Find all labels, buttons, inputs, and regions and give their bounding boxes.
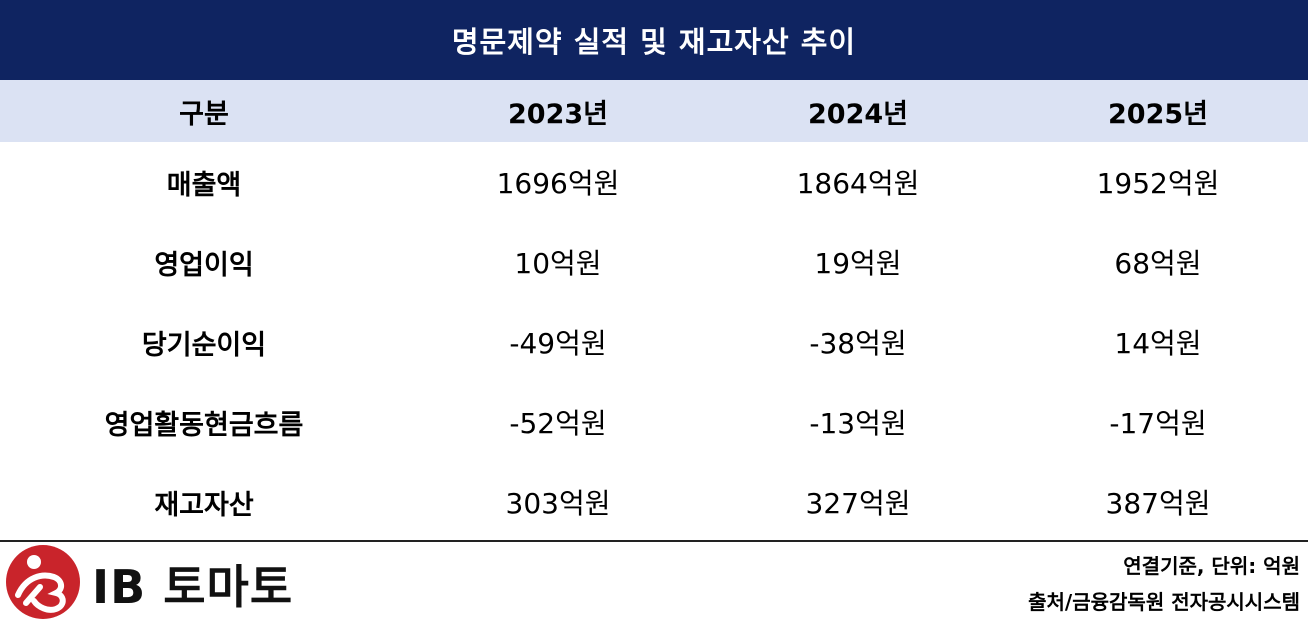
table-row: 영업이익 10억원 19억원 68억원 xyxy=(0,222,1308,302)
row-value: -49억원 xyxy=(509,327,607,360)
ib-tomato-logo-icon xyxy=(4,543,82,625)
ib-tomato-logo: IB 토마토 xyxy=(4,545,293,623)
row-value: 327억원 xyxy=(805,487,911,520)
header-2023: 2023년 xyxy=(508,98,608,130)
row-value: 10억원 xyxy=(514,247,602,280)
table-header-row: 구분 2023년 2024년 2025년 xyxy=(0,80,1308,142)
row-value: 387억원 xyxy=(1105,487,1211,520)
row-value: -52억원 xyxy=(509,407,607,440)
header-category: 구분 xyxy=(179,98,229,130)
unit-note: 연결기준, 단위: 억원 xyxy=(1123,554,1300,578)
row-value: 1696억원 xyxy=(496,167,620,200)
row-value: -38억원 xyxy=(809,327,907,360)
footer-divider xyxy=(0,540,1308,542)
row-value: -13억원 xyxy=(809,407,907,440)
footer-notes: 연결기준, 단위: 억원 출처/금융감독원 전자공시시스템 xyxy=(1028,548,1300,620)
row-label: 재고자산 xyxy=(154,489,254,521)
logo-text: IB 토마토 xyxy=(92,560,294,614)
header-2024: 2024년 xyxy=(808,98,908,130)
table-row: 재고자산 303억원 327억원 387억원 xyxy=(0,462,1308,542)
row-value: 14억원 xyxy=(1114,327,1202,360)
table-body: 매출액 1696억원 1864억원 1952억원 영업이익 10억원 19억원 … xyxy=(0,142,1308,542)
title-bar: 명문제약 실적 및 재고자산 추이 xyxy=(0,0,1308,80)
row-label: 영업이익 xyxy=(154,249,254,281)
row-value: -17억원 xyxy=(1109,407,1207,440)
row-label: 당기순이익 xyxy=(141,329,267,361)
page-title: 명문제약 실적 및 재고자산 추이 xyxy=(451,25,857,59)
row-value: 1864억원 xyxy=(796,167,920,200)
row-label: 매출액 xyxy=(166,169,242,201)
row-value: 68억원 xyxy=(1114,247,1202,280)
row-label: 영업활동현금흐름 xyxy=(104,409,304,441)
row-value: 1952억원 xyxy=(1096,167,1220,200)
table-row: 영업활동현금흐름 -52억원 -13억원 -17억원 xyxy=(0,382,1308,462)
header-2025: 2025년 xyxy=(1108,98,1208,130)
table-row: 당기순이익 -49억원 -38억원 14억원 xyxy=(0,302,1308,382)
row-value: 303억원 xyxy=(505,487,611,520)
source-note: 출처/금융감독원 전자공시시스템 xyxy=(1028,590,1300,614)
row-value: 19억원 xyxy=(814,247,902,280)
table-row: 매출액 1696억원 1864억원 1952억원 xyxy=(0,142,1308,222)
